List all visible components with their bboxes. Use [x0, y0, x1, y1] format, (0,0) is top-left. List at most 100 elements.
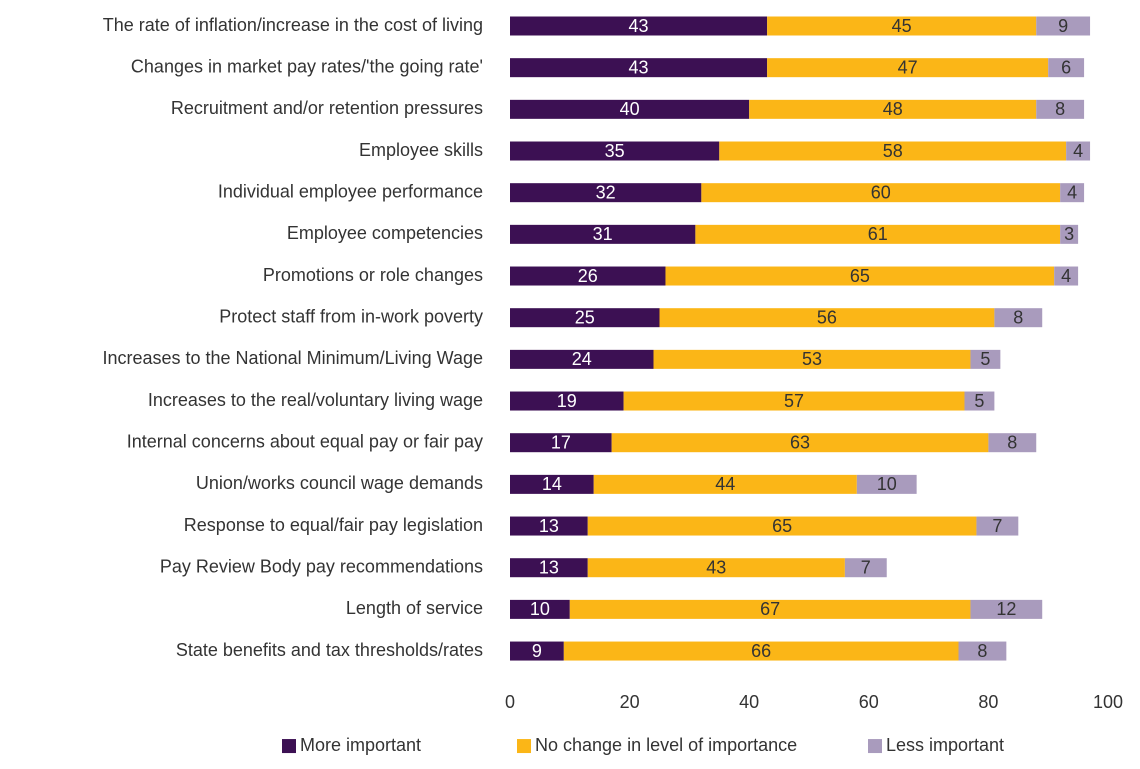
data-label: 9 [1058, 16, 1068, 36]
bar-segment [510, 558, 588, 578]
bar-segment [569, 599, 971, 619]
bar-segment [659, 308, 995, 328]
data-label: 56 [817, 307, 837, 327]
bar-segment [994, 308, 1043, 328]
y-tick-label: Union/works council wage demands [196, 473, 483, 493]
data-label: 7 [861, 557, 871, 577]
data-label: 32 [596, 182, 616, 202]
y-tick-label: Employee skills [359, 140, 483, 160]
bar-segment [510, 474, 594, 494]
data-label: 43 [706, 557, 726, 577]
data-label: 25 [575, 307, 595, 327]
x-tick-label: 60 [859, 692, 879, 712]
bar-segment [1036, 16, 1091, 36]
y-tick-label: Recruitment and/or retention pressures [171, 98, 483, 118]
bar-segment [510, 16, 768, 36]
x-tick-label: 100 [1093, 692, 1123, 712]
bar-segment [510, 641, 564, 661]
data-label: 10 [530, 599, 550, 619]
y-tick-label: Increases to the National Minimum/Living… [102, 348, 483, 368]
bar-segment [510, 266, 666, 286]
data-label: 7 [992, 516, 1002, 536]
x-tick-label: 80 [978, 692, 998, 712]
y-tick-label: Individual employee performance [218, 181, 483, 201]
y-tick-label: Length of service [346, 598, 483, 618]
y-tick-label: State benefits and tax thresholds/rates [176, 640, 483, 660]
data-label: 26 [578, 266, 598, 286]
data-label: 57 [784, 391, 804, 411]
bar-segment [970, 349, 1001, 369]
y-tick-label: The rate of inflation/increase in the co… [103, 15, 483, 35]
data-label: 65 [772, 516, 792, 536]
bar-segment [976, 516, 1019, 536]
data-label: 44 [715, 474, 735, 494]
data-label: 8 [1055, 99, 1065, 119]
legend-swatch [282, 739, 296, 754]
bar-segment [510, 99, 750, 119]
bar-segment [563, 641, 959, 661]
data-label: 6 [1061, 57, 1071, 77]
data-label: 9 [532, 641, 542, 661]
data-label: 12 [996, 599, 1016, 619]
data-label: 8 [977, 641, 987, 661]
y-tick-label: Changes in market pay rates/'the going r… [131, 56, 483, 76]
data-label: 5 [974, 391, 984, 411]
x-tick-label: 20 [620, 692, 640, 712]
bar-segment [988, 433, 1037, 453]
bar-segment [856, 474, 917, 494]
data-label: 53 [802, 349, 822, 369]
data-label: 67 [760, 599, 780, 619]
data-label: 8 [1007, 432, 1017, 452]
data-label: 45 [892, 16, 912, 36]
data-label: 66 [751, 641, 771, 661]
bar-segment [510, 183, 702, 203]
data-label: 63 [790, 432, 810, 452]
bar-segment [701, 183, 1061, 203]
bar-segment [593, 474, 857, 494]
bar-segment [958, 641, 1007, 661]
y-tick-label: Pay Review Body pay recommendations [160, 556, 483, 576]
data-label: 4 [1073, 141, 1083, 161]
bar-segment [611, 433, 989, 453]
bar-segment [964, 391, 995, 411]
y-tick-label: Response to equal/fair pay legislation [184, 515, 483, 535]
data-label: 19 [557, 391, 577, 411]
bar-segment [510, 224, 696, 244]
legend-label: No change in level of importance [535, 735, 797, 755]
x-tick-label: 0 [505, 692, 515, 712]
bar-segment [510, 308, 660, 328]
y-tick-label: Internal concerns about equal pay or fai… [127, 431, 483, 451]
bar-segment [587, 558, 845, 578]
y-tick-label: Protect staff from in-work poverty [219, 306, 483, 326]
bar-segment [510, 391, 624, 411]
bar-segment [695, 224, 1061, 244]
data-label: 31 [593, 224, 613, 244]
y-tick-label: Promotions or role changes [263, 265, 483, 285]
bar-segment [510, 349, 654, 369]
data-label: 65 [850, 266, 870, 286]
data-label: 43 [629, 57, 649, 77]
data-label: 8 [1013, 307, 1023, 327]
data-label: 61 [868, 224, 888, 244]
bar-segment [665, 266, 1055, 286]
bar-segment [510, 599, 570, 619]
legend-swatch [868, 739, 882, 754]
bar-segment [844, 558, 887, 578]
bar-segment [767, 58, 1049, 78]
bar-segment [510, 516, 588, 536]
bar-segment [510, 58, 768, 78]
data-label: 4 [1067, 182, 1077, 202]
data-label: 35 [605, 141, 625, 161]
bar-segment [1060, 183, 1085, 203]
bar-segment [767, 16, 1037, 36]
x-tick-label: 40 [739, 692, 759, 712]
data-label: 14 [542, 474, 562, 494]
bar-segment [970, 599, 1043, 619]
bar-segment [653, 349, 971, 369]
bar-segment [510, 433, 612, 453]
data-label: 48 [883, 99, 903, 119]
data-label: 40 [620, 99, 640, 119]
legend-swatch [517, 739, 531, 754]
bar-segment [719, 141, 1067, 161]
